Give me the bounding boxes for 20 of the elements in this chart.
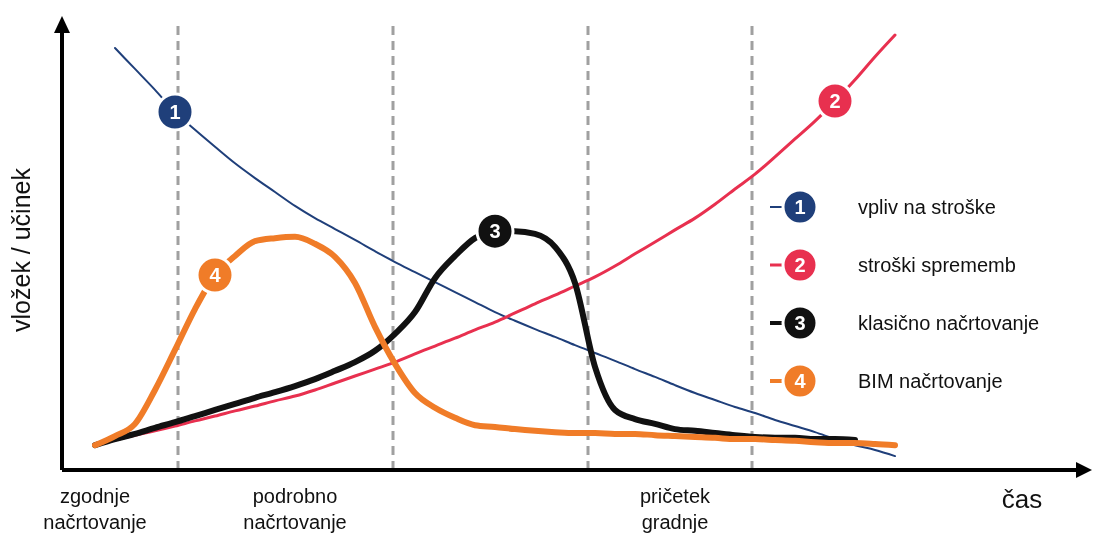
text: 3 xyxy=(794,312,806,334)
legend-label: stroški sprememb xyxy=(858,254,1016,276)
annotation: 1 xyxy=(169,101,181,123)
x-tick-label: pričetek gradnje xyxy=(639,485,712,533)
legend-label: BIM načrtovanje xyxy=(858,370,1003,392)
text: 4 xyxy=(794,370,806,392)
point xyxy=(155,92,195,132)
annotation: 3 xyxy=(489,220,501,243)
x-axis-title: čas xyxy=(1001,484,1043,514)
legend-label: klasično načrtovanje xyxy=(858,312,1040,334)
point xyxy=(475,211,515,251)
x-tick-label: podrobno načrtovanje xyxy=(243,485,347,533)
legend-label: vpliv na stroške xyxy=(858,196,996,218)
text: 1 xyxy=(794,196,806,218)
y-axis-title: vložek / učinek xyxy=(7,167,35,332)
text: 2 xyxy=(794,254,806,276)
x-tick-label: zgodnje načrtovanje xyxy=(43,485,147,533)
point xyxy=(815,81,855,121)
annotation: 2 xyxy=(829,90,841,113)
annotation: 4 xyxy=(209,264,222,287)
